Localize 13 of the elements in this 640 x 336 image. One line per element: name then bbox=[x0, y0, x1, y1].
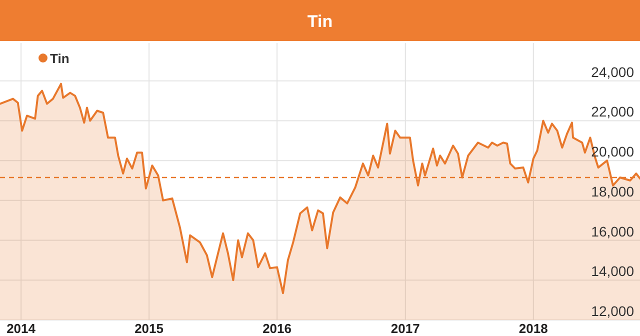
y-tick-label: 18,000 bbox=[591, 183, 634, 200]
y-tick-label: 12,000 bbox=[591, 303, 634, 319]
chart-title: Tin bbox=[307, 12, 333, 31]
x-tick-label: 2016 bbox=[262, 321, 292, 336]
y-tick-label: 22,000 bbox=[591, 104, 634, 120]
x-tick-label: 2014 bbox=[6, 321, 36, 336]
x-tick-label: 2017 bbox=[390, 321, 420, 336]
y-tick-label: 24,000 bbox=[591, 64, 634, 80]
x-tick-label: 2018 bbox=[518, 321, 548, 336]
y-tick-label: 14,000 bbox=[591, 263, 634, 280]
y-tick-label: 16,000 bbox=[591, 223, 634, 240]
legend-label: Tin bbox=[50, 51, 70, 66]
x-tick-label: 2015 bbox=[134, 321, 164, 336]
